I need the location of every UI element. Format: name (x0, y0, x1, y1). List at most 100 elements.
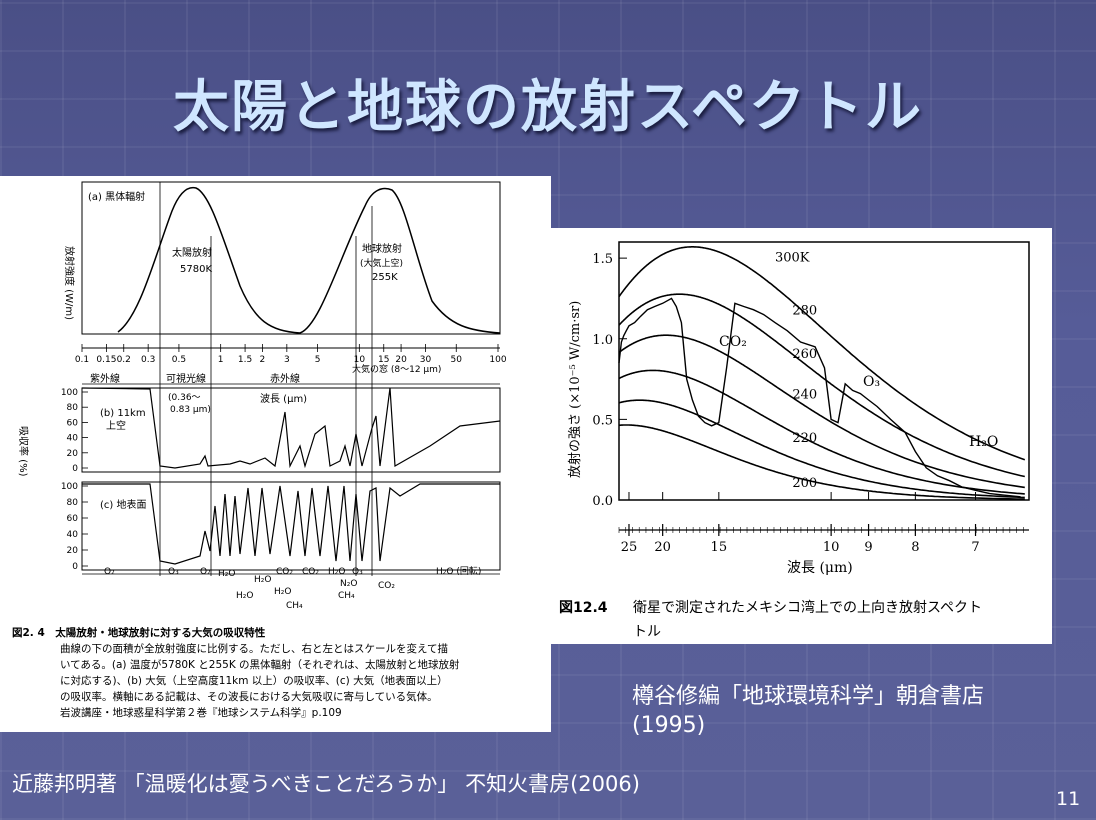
gas-o2-1: O₂ (104, 567, 115, 577)
y-tick-label: 1.5 (592, 252, 613, 267)
x-axis-ticks: 25 20 15 10 9 8 7 (618, 492, 1024, 555)
panel-b-label-1: (b) 11km (100, 408, 146, 419)
band-label-co2: CO₂ (719, 334, 747, 350)
left-caption-line-1: 曲線の下の面積が全放射強度に比例する。ただし、右と左とはスケールを変えて描 (60, 642, 448, 655)
curve-label-300k: 300K (775, 250, 810, 265)
percent-tick-label: 100 (61, 388, 78, 398)
gas-h2o-2: H₂O (254, 575, 271, 585)
visible-range-1: (0.36〜 (168, 393, 201, 403)
wavelength-tick-label: 20 (395, 355, 407, 365)
percent-tick-label: 20 (67, 546, 79, 556)
curve-labels: 300K 280 260 240 220 200 (775, 250, 817, 491)
gas-o3-2: O₃ (352, 567, 363, 577)
panel-b-label-2: 上空 (106, 419, 126, 432)
gas-co2-3: CO₂ (378, 581, 395, 591)
percent-tick-label: 40 (67, 530, 79, 540)
panel-c-label: (c) 地表面 (100, 498, 146, 511)
absorption-curve-surface (82, 483, 500, 565)
y-label-bc: 吸収率 (%) (17, 426, 30, 477)
planck-curve-300k (618, 246, 1026, 461)
gas-o2-2: O₂ (200, 567, 211, 577)
wavelength-tick-label: 0.1 (75, 355, 89, 365)
curve-label-200k: 200 (792, 476, 817, 491)
gas-ch4-2: CH₄ (338, 591, 355, 601)
percent-tick-label: 60 (67, 418, 79, 428)
wavelength-tick-label: 0.15 (96, 355, 116, 365)
visible-range-2: 0.83 μm) (170, 405, 211, 415)
percent-ticks-b: 100 80 60 40 20 0 (61, 388, 88, 474)
percent-tick-label: 100 (61, 482, 78, 492)
curve-label-280k: 280 (792, 304, 817, 319)
y-tick-label: 0.5 (592, 413, 613, 428)
planck-curve-220k (618, 399, 1025, 499)
x-tick-label: 25 (621, 540, 638, 555)
panel-c-frame (81, 481, 501, 571)
right-credit-line-1: 樽谷修編「地球環境科学」朝倉書店 (632, 684, 985, 709)
region-ir: 赤外線 (270, 372, 300, 385)
solar-label-2: 5780K (180, 264, 212, 275)
band-label-h2o: H₂O (969, 434, 998, 450)
region-visible: 可視光線 (166, 372, 206, 385)
window-label: 大気の窓 (8〜12 μm) (352, 363, 441, 375)
x-tick-label: 9 (864, 540, 872, 555)
y-axis-ticks: 0.0 0.5 1.0 1.5 (592, 252, 627, 509)
earth-label-2: (大気上空) (360, 257, 403, 269)
left-figure-panel: (a) 黒体輻射 放射強度 (W/m) 太陽放射 5780K 地球放射 (大気上… (0, 176, 551, 732)
y-tick-label: 0.0 (592, 494, 613, 509)
right-figure-credit: 樽谷修編「地球環境科学」朝倉書店 (1995) (632, 682, 1072, 740)
curve-label-260k: 260 (792, 347, 817, 362)
x-axis-label: 波長 (μm) (787, 560, 853, 576)
wavelength-ticks: 0.1 0.15 0.2 0.3 0.5 1 1.5 2 3 5 10 15 20 30 50 100 (75, 344, 507, 365)
wavelength-tick-label: 0.2 (117, 355, 131, 365)
planck-curves (618, 246, 1026, 500)
percent-ticks-c: 100 80 60 40 20 0 (61, 482, 88, 572)
page-number: 11 (1056, 788, 1081, 810)
solar-label-1: 太陽放射 (172, 246, 212, 259)
left-caption-line-3: に対応する)、(b) 大気（上空高度11km 以上）の吸収率、(c) 大気（地表… (60, 674, 448, 687)
percent-tick-label: 0 (72, 464, 78, 474)
gas-h2o-5: H₂O (328, 567, 345, 577)
wavelength-tick-label: 0.5 (172, 355, 186, 365)
region-uv: 紫外線 (90, 372, 120, 385)
gas-o3-1: O₃ (168, 567, 179, 577)
percent-tick-label: 20 (67, 449, 79, 459)
gas-co2-2: CO₂ (302, 567, 319, 577)
gas-h2o-4: H₂O (274, 587, 291, 597)
wavelength-tick-label: 1 (218, 355, 224, 365)
gas-h2o-1: H₂O (218, 569, 235, 579)
left-caption-title: 図2. 4 太陽放射・地球放射に対する大気の吸収特性 (12, 626, 266, 639)
chart-frame (618, 241, 1030, 501)
y-tick-label: 1.0 (592, 333, 613, 348)
x-tick-label: 15 (711, 540, 728, 555)
slide-title: 太陽と地球の放射スペクトル (172, 75, 924, 140)
right-figure-panel: 0.0 0.5 1.0 1.5 300K 280 260 240 220 200 CO₂ O₃ … (551, 228, 1052, 644)
percent-tick-label: 40 (67, 434, 79, 444)
percent-tick-label: 80 (67, 403, 79, 413)
y-label-a: 放射強度 (W/m) (63, 246, 76, 320)
gas-h2o-3: H₂O (236, 591, 253, 601)
bottom-credit: 近藤邦明著 「温暖化は憂うべきことだろうか」 不知火書房(2006) (12, 772, 640, 796)
planck-curve-200k (618, 424, 1025, 500)
wavelength-tick-label: 5 (315, 355, 321, 365)
gas-ch4-1: CH₄ (286, 601, 303, 611)
planck-curve-280k (618, 293, 1025, 478)
left-caption-line-5: 岩波講座・地球惑星科学第２巻『地球システム科学』p.109 (60, 706, 342, 719)
wavelength-tick-label: 3 (284, 355, 290, 365)
observed-spectrum (618, 297, 1021, 498)
x-tick-label: 20 (654, 540, 671, 555)
percent-tick-label: 60 (67, 514, 79, 524)
x-tick-label: 10 (823, 540, 840, 555)
earth-label-1: 地球放射 (362, 242, 402, 255)
wavelength-label-left: 波長 (μm) (260, 392, 307, 405)
wavelength-tick-label: 15 (378, 355, 389, 365)
band-label-o3: O₃ (863, 374, 880, 390)
panel-b-frame (81, 387, 501, 473)
wavelength-tick-label: 50 (451, 355, 463, 365)
wavelength-tick-label: 0.3 (141, 355, 155, 365)
wavelength-tick-label: 100 (489, 355, 506, 365)
solar-blackbody-curve (117, 186, 301, 334)
curve-label-240k: 240 (792, 387, 817, 402)
panel-a-label: (a) 黒体輻射 (88, 191, 145, 203)
wavelength-tick-label: 30 (420, 355, 432, 365)
